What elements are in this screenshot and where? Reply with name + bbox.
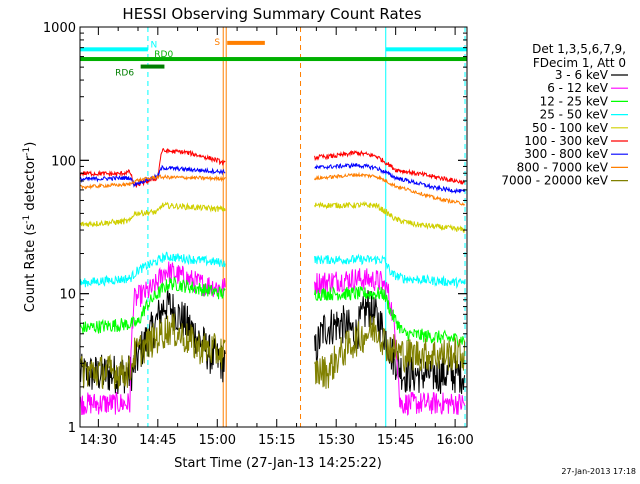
x-tick-label: 14:30: [80, 433, 117, 448]
flag-label-s: S: [214, 38, 220, 48]
x-tick-label: 15:45: [377, 433, 414, 448]
y-tick-label: 1000: [43, 21, 76, 36]
legend-entry-label: 300 - 800 keV: [524, 147, 608, 161]
series-line-4: [80, 200, 466, 234]
plot-frame: [79, 26, 468, 428]
x-tick-label: 16:00: [436, 433, 473, 448]
flag-bar-1-0: [227, 40, 265, 45]
flag-bar-0-1: [385, 47, 467, 52]
series-line-1: [80, 261, 466, 416]
x-axis-label: Start Time (27-Jan-13 14:25:22): [174, 456, 382, 471]
x-tick-label: 15:30: [317, 433, 354, 448]
plot-timestamp: 27-Jan-2013 17:18: [561, 467, 636, 476]
y-axis-label-end: ): [23, 142, 38, 147]
legend-header-line-2: FDecim 1, Att 0: [533, 56, 626, 70]
legend-entry-label: 800 - 7000 keV: [517, 160, 609, 174]
legend: Det 1,3,5,6,7,9, FDecim 1, Att 0 3 - 6 k…: [501, 42, 628, 188]
legend-header-line-1: Det 1,3,5,6,7,9,: [532, 42, 626, 56]
y-axis-label-exp2: -1: [22, 147, 32, 156]
x-axis-ticks: 14:30 14:45 15:00 15:15 15:30 15:45 16:00: [80, 27, 474, 448]
series-layer: [80, 148, 466, 416]
flag-bar-0-0: [80, 47, 148, 52]
legend-entry-label: 12 - 25 keV: [540, 94, 609, 108]
flag-bar-2-0: [80, 57, 467, 62]
flag-label-rd6: RD6: [115, 69, 134, 79]
x-tick-label: 15:00: [199, 433, 236, 448]
series-line-8: [80, 313, 466, 390]
chart-title: HESSI Observing Summary Count Rates: [122, 5, 421, 23]
legend-entry-label: 7000 - 20000 keV: [501, 174, 608, 188]
y-axis-label: Count Rate (s-1 detector-1): [22, 142, 38, 313]
series-line-6: [80, 162, 466, 195]
legend-entry-label: 25 - 50 keV: [540, 108, 609, 122]
flag-bar-3-0: [140, 64, 165, 69]
legend-entry-label: 3 - 6 keV: [555, 68, 609, 82]
y-tick-label: 1: [68, 421, 76, 436]
y-axis-label-mid: detector: [23, 155, 38, 215]
x-tick-label: 15:15: [258, 433, 295, 448]
series-line-2: [80, 276, 466, 347]
y-tick-label: 10: [59, 288, 76, 303]
legend-entry-label: 50 - 100 keV: [532, 121, 609, 135]
y-axis-ticks: 1 10 100 1000: [43, 21, 467, 436]
flag-label-rd0: RD0: [154, 50, 173, 60]
series-line-0: [80, 285, 466, 395]
series-line-7: [80, 171, 466, 206]
flag-bars: N S RD0 RD6: [80, 38, 467, 79]
y-tick-label: 100: [51, 154, 76, 169]
series-line-3: [80, 251, 466, 289]
x-tick-label: 14:45: [139, 433, 176, 448]
legend-entry-label: 6 - 12 keV: [547, 81, 609, 95]
y-axis-label-exp1: -1: [22, 215, 32, 224]
flag-label-n: N: [151, 40, 158, 50]
y-axis-label-main: Count Rate (s: [23, 224, 38, 313]
legend-entry-label: 100 - 300 keV: [524, 134, 608, 148]
